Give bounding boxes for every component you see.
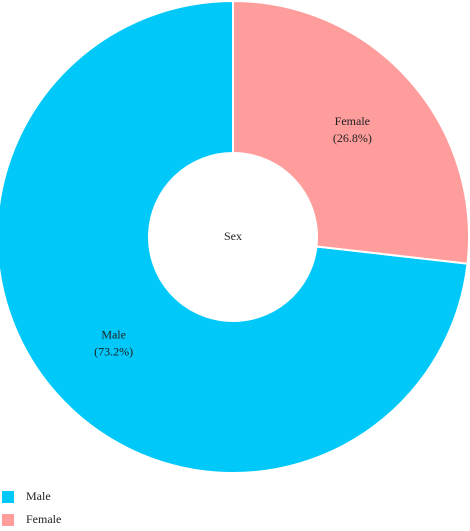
legend-label: Male [26, 489, 51, 503]
slice-value-label: (73.2%) [94, 344, 133, 358]
slice-label: Male [101, 327, 126, 341]
legend-swatch [2, 491, 14, 503]
slice-label: Female [335, 114, 370, 128]
donut-slice [0, 0, 469, 474]
slice-value-label: (26.8%) [333, 131, 372, 145]
legend-swatch [2, 514, 14, 526]
donut-slice [232, 0, 470, 265]
chart-title: Sex [224, 229, 242, 243]
legend-label: Female [26, 512, 61, 526]
